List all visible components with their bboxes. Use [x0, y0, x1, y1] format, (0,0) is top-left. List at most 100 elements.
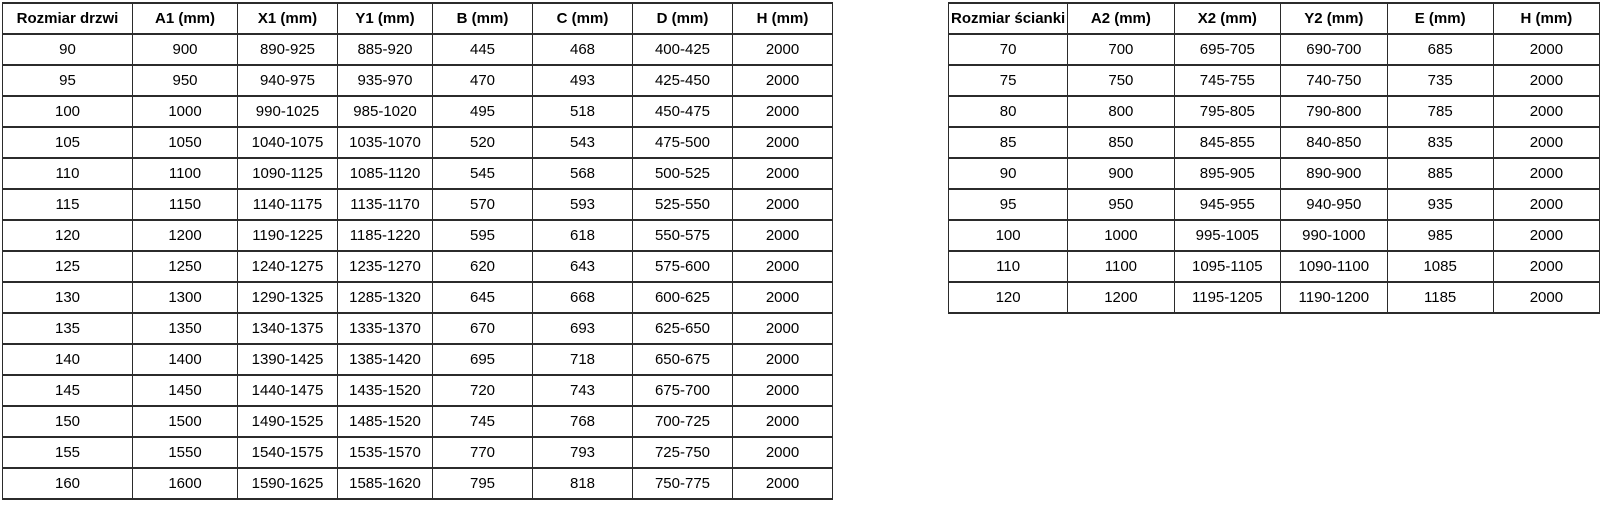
door-size-cell: 1385-1420 [337, 343, 433, 376]
door-size-cell: 1085-1120 [337, 157, 433, 190]
door-size-cell: 1240-1275 [237, 250, 338, 283]
door-size-cell: 1490-1525 [237, 405, 338, 438]
door-size-cell: 650-675 [632, 343, 733, 376]
wall-size-cell: 2000 [1492, 95, 1600, 128]
door-size-cell: 2000 [732, 126, 833, 159]
door-size-cell: 890-925 [237, 33, 338, 66]
wall-size-cell: 2000 [1492, 281, 1600, 314]
door-size-cell: 1090-1125 [237, 157, 338, 190]
door-size-cell: 1200 [132, 219, 238, 252]
door-size-cell: 695 [432, 343, 533, 376]
wall-size-cell: 735 [1386, 64, 1494, 97]
door-size-cell: 1335-1370 [337, 312, 433, 345]
door-size-cell: 2000 [732, 281, 833, 314]
door-size-cell: 1500 [132, 405, 238, 438]
door-size-cell: 1550 [132, 436, 238, 469]
wall-size-cell: 2000 [1492, 33, 1600, 66]
door-size-cell: 140 [2, 343, 133, 376]
door-size-cell: 493 [532, 64, 633, 97]
wall-size-table: Rozmiar ścianki A2 (mm) X2 (mm) Y2 (mm) E (m… [947, 2, 1600, 314]
door-size-cell: 110 [2, 157, 133, 190]
door-size-cell: 990-1025 [237, 95, 338, 128]
wall-size-cell: 885 [1386, 157, 1494, 190]
wall-size-cell: 890-900 [1280, 157, 1388, 190]
door-size-header-1: A1 (mm) [132, 2, 238, 35]
door-size-cell: 1235-1270 [337, 250, 433, 283]
door-size-cell: 1135-1170 [337, 188, 433, 221]
wall-size-cell: 935 [1386, 188, 1494, 221]
door-size-row-125: 125 1250 1240-1275 1235-1270 620 643 575-600 20… [2, 250, 833, 283]
wall-size-row-95: 95 950 945-955 940-950 935 2000 [947, 188, 1600, 221]
door-size-cell: 445 [432, 33, 533, 66]
wall-size-cell: 795-805 [1173, 95, 1282, 128]
door-size-cell: 745 [432, 405, 533, 438]
door-size-cell: 1340-1375 [237, 312, 338, 345]
door-size-cell: 2000 [732, 64, 833, 97]
door-size-cell: 2000 [732, 467, 833, 500]
wall-size-cell: 985 [1386, 219, 1494, 252]
door-size-cell: 100 [2, 95, 133, 128]
wall-size-cell: 900 [1067, 157, 1175, 190]
wall-size-cell: 70 [947, 33, 1069, 66]
door-size-cell: 950 [132, 64, 238, 97]
wall-size-cell: 1195-1205 [1173, 281, 1282, 314]
door-size-cell: 1040-1075 [237, 126, 338, 159]
wall-size-row-100: 100 1000 995-1005 990-1000 985 2000 [947, 219, 1600, 252]
door-size-cell: 2000 [732, 374, 833, 407]
door-size-cell: 693 [532, 312, 633, 345]
wall-table-header-row: Rozmiar ścianki A2 (mm) X2 (mm) Y2 (mm) E (m… [947, 2, 1600, 35]
door-size-cell: 550-575 [632, 219, 733, 252]
door-size-cell: 1485-1520 [337, 405, 433, 438]
wall-size-cell: 1185 [1386, 281, 1494, 314]
door-size-cell: 2000 [732, 343, 833, 376]
wall-size-cell: 2000 [1492, 126, 1600, 159]
door-size-cell: 725-750 [632, 436, 733, 469]
wall-size-cell: 100 [947, 219, 1069, 252]
door-size-cell: 155 [2, 436, 133, 469]
door-size-header-4: B (mm) [432, 2, 533, 35]
door-size-cell: 120 [2, 219, 133, 252]
door-size-cell: 2000 [732, 157, 833, 190]
door-size-row-90: 90 900 890-925 885-920 445 468 400-425 2000 [2, 33, 833, 66]
door-size-cell: 600-625 [632, 281, 733, 314]
wall-size-cell: 1000 [1067, 219, 1175, 252]
door-size-cell: 575-600 [632, 250, 733, 283]
door-size-cell: 793 [532, 436, 633, 469]
door-size-cell: 1435-1520 [337, 374, 433, 407]
wall-size-cell: 2000 [1492, 157, 1600, 190]
door-size-header-7: H (mm) [732, 2, 833, 35]
door-size-cell: 770 [432, 436, 533, 469]
wall-size-cell: 695-705 [1173, 33, 1282, 66]
wall-size-row-120: 120 1200 1195-1205 1190-1200 1185 2000 [947, 281, 1600, 314]
door-size-table: Rozmiar drzwi A1 (mm) X1 (mm) Y1 (mm) B (mm)… [2, 2, 833, 500]
door-size-cell: 545 [432, 157, 533, 190]
door-size-cell: 1535-1570 [337, 436, 433, 469]
door-size-cell: 1250 [132, 250, 238, 283]
door-size-row-110: 110 1100 1090-1125 1085-1120 545 568 500-525 20… [2, 157, 833, 190]
door-size-cell: 1400 [132, 343, 238, 376]
door-size-cell: 885-920 [337, 33, 433, 66]
door-size-cell: 1190-1225 [237, 219, 338, 252]
door-size-cell: 768 [532, 405, 633, 438]
door-size-cell: 543 [532, 126, 633, 159]
door-size-cell: 400-425 [632, 33, 733, 66]
door-size-cell: 1285-1320 [337, 281, 433, 314]
door-size-cell: 645 [432, 281, 533, 314]
door-size-cell: 135 [2, 312, 133, 345]
door-size-cell: 700-725 [632, 405, 733, 438]
wall-size-cell: 800 [1067, 95, 1175, 128]
door-size-cell: 720 [432, 374, 533, 407]
wall-size-cell: 120 [947, 281, 1069, 314]
wall-size-header-4: E (mm) [1386, 2, 1494, 35]
door-size-cell: 90 [2, 33, 133, 66]
wall-size-cell: 1190-1200 [1280, 281, 1388, 314]
wall-size-cell: 75 [947, 64, 1069, 97]
door-size-cell: 985-1020 [337, 95, 433, 128]
door-size-cell: 940-975 [237, 64, 338, 97]
door-size-cell: 450-475 [632, 95, 733, 128]
wall-size-cell: 940-950 [1280, 188, 1388, 221]
wall-size-header-5: H (mm) [1492, 2, 1600, 35]
door-table-header-row: Rozmiar drzwi A1 (mm) X1 (mm) Y1 (mm) B (mm)… [2, 2, 833, 35]
door-size-cell: 643 [532, 250, 633, 283]
